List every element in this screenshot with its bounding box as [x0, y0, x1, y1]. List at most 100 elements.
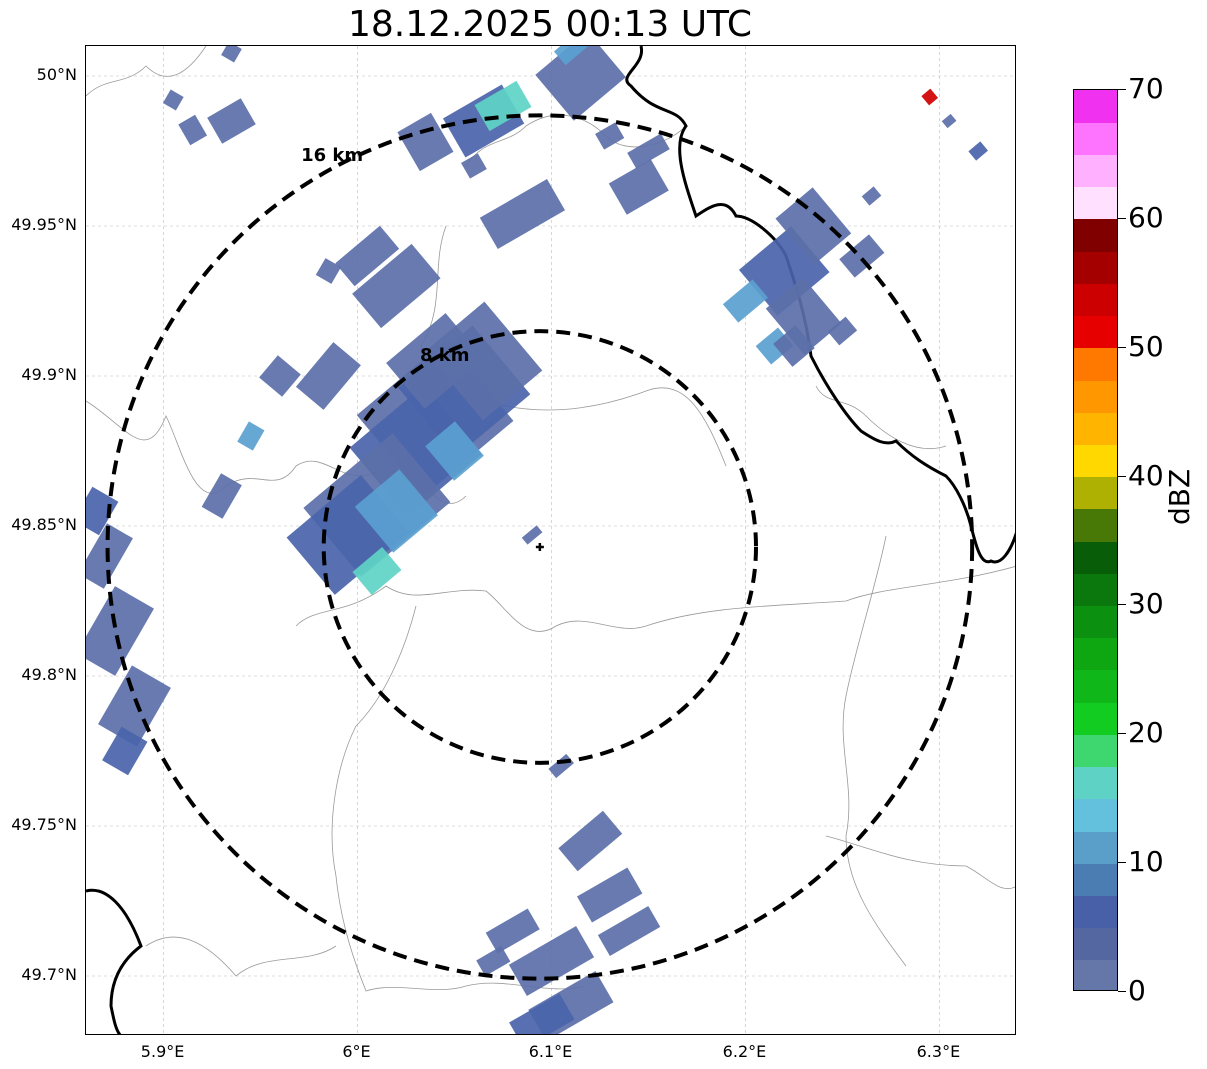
colorbar-tick: [1118, 475, 1126, 477]
colorbar-bin: [1074, 669, 1117, 703]
lat-tick-label: 49.95°N: [11, 215, 77, 234]
radar-map: [85, 45, 1016, 1035]
colorbar-unit-label: dBZ: [1163, 468, 1196, 525]
colorbar-bin: [1074, 444, 1117, 478]
radar-echo-cell: [521, 525, 543, 545]
radar-echo-cell: [722, 279, 769, 323]
radar-echo-cell: [259, 355, 301, 397]
municipal-boundary: [815, 385, 947, 450]
radar-echo-cell: [773, 325, 815, 367]
municipal-boundary: [295, 566, 1015, 632]
colorbar-bin: [1074, 508, 1117, 542]
colorbar-bin: [1074, 702, 1117, 735]
radar-echo-cell: [386, 313, 485, 409]
colorbar-tick-label: 0: [1128, 974, 1146, 1007]
range-ring: [321, 329, 759, 765]
radar-echo-cell: [775, 187, 852, 265]
colorbar-bin: [1074, 541, 1117, 574]
municipal-boundary: [86, 46, 207, 97]
colorbar-bin: [1074, 186, 1117, 220]
lon-tick-label: 6.2°E: [722, 1042, 767, 1061]
lon-tick-label: 6°E: [342, 1042, 371, 1061]
colorbar-bin: [1074, 412, 1117, 445]
colorbar-bin: [1074, 90, 1117, 123]
radar-echo-cell: [627, 133, 670, 169]
radar-echo-cell: [354, 469, 438, 553]
map-title: 18.12.2025 00:13 UTC: [347, 4, 753, 45]
colorbar-bin: [1074, 927, 1117, 961]
colorbar-bin: [1074, 154, 1117, 188]
radar-echo-cell: [237, 421, 265, 451]
colorbar-tick-label: 50: [1128, 329, 1164, 363]
lat-tick-label: 49.9°N: [21, 365, 77, 384]
colorbar-tick-label: 60: [1128, 200, 1164, 234]
radar-echo-cell: [425, 421, 484, 481]
lon-tick-label: 6.1°E: [528, 1042, 573, 1061]
colorbar-bin: [1074, 830, 1117, 864]
country-border: [86, 888, 143, 1034]
colorbar-tick: [1118, 217, 1126, 219]
radar-echo-cell: [839, 234, 885, 278]
radar-echo-cell: [315, 258, 342, 284]
range-ring-label: 16 km: [301, 144, 364, 166]
radar-echo-cell: [221, 46, 242, 63]
colorbar-tick-label: 20: [1128, 716, 1164, 750]
radar-echoes: [86, 46, 989, 1034]
radar-echo-cell: [352, 547, 402, 595]
colorbar-tick: [1118, 346, 1126, 348]
colorbar-bin: [1074, 476, 1117, 510]
radar-echo-cell: [207, 98, 256, 144]
colorbar-tick: [1118, 991, 1126, 992]
radar-echo-cell: [558, 810, 623, 872]
radar-echo-cell: [968, 141, 989, 161]
radar-echo-cell: [86, 486, 119, 536]
radar-echo-cell: [597, 906, 661, 956]
colorbar-bin: [1074, 122, 1117, 156]
radar-echo-cell: [461, 153, 487, 179]
radar-echo-cell: [765, 277, 842, 355]
lat-tick-label: 49.8°N: [21, 665, 77, 684]
radar-echo-cell: [335, 225, 400, 287]
colorbar-bin: [1074, 573, 1117, 607]
radar-echo-cell: [509, 993, 575, 1034]
radar-echo-cell: [295, 342, 361, 410]
radar-echo-cell: [178, 114, 208, 146]
colorbar-bin: [1074, 379, 1117, 413]
colorbar-bin: [1074, 605, 1117, 639]
colorbar-bin: [1074, 766, 1117, 800]
colorbar-bin: [1074, 218, 1117, 252]
colorbar-tick: [1118, 604, 1126, 606]
lat-tick-label: 50°N: [36, 65, 77, 84]
colorbar-tick: [1118, 862, 1126, 864]
colorbar-tick-label: 30: [1128, 587, 1164, 621]
radar-echo-cell: [162, 89, 184, 111]
range-ring: [105, 113, 975, 981]
radar-echo-cell: [102, 726, 148, 776]
municipal-boundary: [825, 835, 1015, 890]
radar-echo-cell: [595, 122, 625, 150]
lon-tick-label: 5.9°E: [140, 1042, 185, 1061]
radar-echo-cell: [397, 112, 454, 172]
radar-echo-cell: [201, 473, 242, 519]
colorbar-tick: [1118, 89, 1126, 90]
colorbar-bin: [1074, 347, 1117, 381]
colorbar-tick: [1118, 733, 1126, 735]
radar-site-marker: [535, 543, 544, 551]
colorbar: [1073, 89, 1118, 991]
map-canvas: [86, 46, 1015, 1034]
colorbar-bin: [1074, 863, 1117, 896]
radar-echo-cell: [535, 46, 626, 121]
range-rings: [105, 113, 975, 981]
colorbar-bin: [1074, 637, 1117, 671]
radar-echo-cell: [941, 113, 957, 129]
radar-echo-cell: [86, 523, 133, 589]
colorbar-bin: [1074, 734, 1117, 768]
radar-echo-cell: [827, 316, 858, 346]
lat-tick-label: 49.85°N: [11, 515, 77, 534]
radar-echo-cell: [548, 753, 574, 779]
radar-echo-cell: [86, 586, 154, 676]
radar-echo-cell: [479, 179, 566, 249]
colorbar-bin: [1074, 315, 1117, 349]
radar-echo-cell: [576, 867, 643, 923]
lon-tick-label: 6.3°E: [916, 1042, 961, 1061]
